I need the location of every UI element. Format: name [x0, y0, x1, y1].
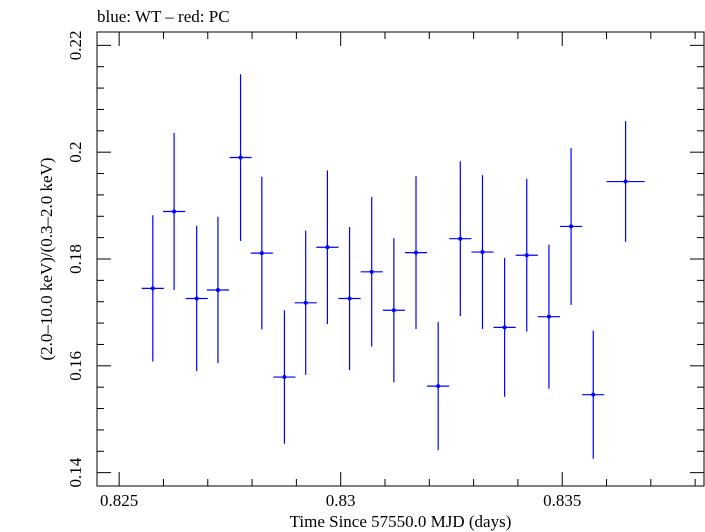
data-point	[404, 176, 428, 329]
point-marker	[591, 392, 596, 397]
point-marker	[325, 245, 330, 250]
point-marker	[391, 308, 396, 313]
point-marker	[303, 300, 308, 305]
data-point	[294, 230, 317, 375]
axis-ticks	[97, 32, 704, 486]
point-marker	[369, 269, 374, 274]
data-point	[537, 244, 561, 389]
point-marker	[172, 209, 177, 214]
point-marker	[436, 384, 441, 389]
data-point	[582, 330, 605, 459]
y-tick-label: 0.18	[66, 244, 85, 274]
plot-frame	[96, 31, 705, 487]
point-marker	[259, 251, 264, 256]
point-marker	[414, 250, 419, 255]
data-point	[606, 121, 645, 242]
data-point	[163, 132, 186, 290]
point-marker	[238, 155, 243, 160]
point-marker	[569, 224, 574, 229]
data-point	[273, 310, 296, 444]
point-marker	[524, 253, 529, 258]
data-point	[185, 225, 208, 372]
point-marker	[480, 250, 485, 255]
data-point	[141, 215, 164, 362]
chart-title: blue: WT – red: PC	[97, 7, 230, 26]
point-marker	[546, 314, 551, 319]
data-point	[493, 257, 516, 397]
data-point	[382, 238, 405, 383]
point-marker	[215, 287, 220, 292]
data-point	[360, 197, 383, 347]
data-points	[141, 74, 645, 459]
data-point	[250, 176, 273, 330]
x-tick-label: 0.835	[543, 491, 581, 510]
point-marker	[347, 296, 352, 301]
point-marker	[282, 375, 287, 380]
point-marker	[623, 179, 628, 184]
x-axis-label: Time Since 57550.0 MJD (days)	[290, 512, 512, 531]
y-axis-label: (2.0–10.0 keV)/(0.3–2.0 keV)	[37, 157, 56, 360]
tick-labels: 0.825 0.83 0.835 0.14 0.16 0.18 0.2 0.22	[66, 30, 581, 510]
data-point	[206, 216, 230, 364]
data-point	[229, 74, 252, 241]
point-marker	[194, 296, 199, 301]
point-marker	[150, 286, 155, 291]
y-tick-label: 0.14	[66, 457, 85, 487]
y-tick-label: 0.2	[66, 142, 85, 163]
data-point	[560, 147, 583, 305]
data-point	[471, 175, 494, 329]
y-tick-label: 0.16	[66, 351, 85, 381]
x-tick-label: 0.83	[326, 491, 356, 510]
data-point	[427, 322, 450, 451]
data-point	[338, 226, 361, 371]
data-point	[449, 161, 472, 317]
point-marker	[458, 236, 463, 241]
data-point	[515, 178, 538, 332]
data-point	[316, 170, 339, 325]
y-tick-label: 0.22	[66, 30, 85, 60]
point-marker	[502, 325, 507, 330]
x-tick-label: 0.825	[100, 491, 138, 510]
